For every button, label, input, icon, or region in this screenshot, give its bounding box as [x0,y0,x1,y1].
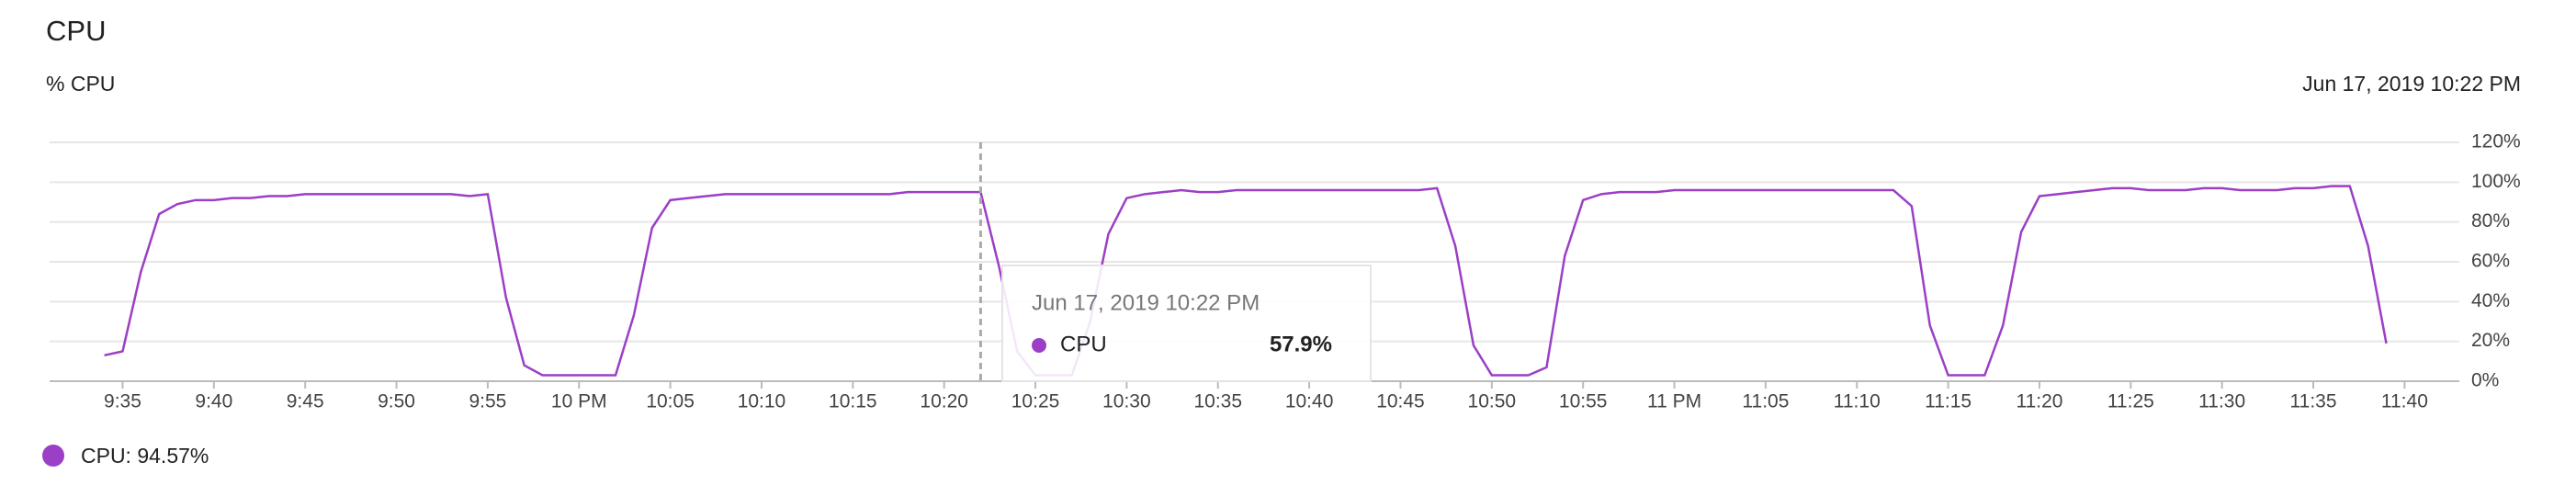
x-tick-label: 10:25 [1011,391,1060,412]
x-tick-label: 10:35 [1193,391,1242,412]
x-tick-label: 11 PM [1647,391,1701,412]
x-tick-label: 10:10 [738,391,786,412]
x-tick-label: 10:55 [1559,391,1608,412]
x-tick-label: 9:50 [378,391,415,412]
x-tick-label: 10 PM [551,391,607,412]
x-tick-label: 10:20 [920,391,968,412]
tooltip [1001,265,1372,382]
x-tick-label: 11:35 [2290,391,2337,412]
y-tick-label: 0% [2471,370,2499,391]
date: Jun 17, 2019 10:22 PM [2302,72,2521,96]
y-tick-label: 20% [2471,330,2510,351]
chart-title: CPU [46,15,106,47]
x-tick-label: 9:40 [195,391,232,412]
tooltip-dot [1032,338,1046,353]
x-tick-label: 10:05 [646,391,695,412]
x-tick-label: 10:15 [829,391,877,412]
x-tick-label: 11:25 [2107,391,2154,412]
y-tick-label: 40% [2471,290,2510,311]
x-tick-label: 11:05 [1742,391,1789,412]
y-tick-label: 100% [2471,171,2521,192]
x-tick-label: 11:40 [2381,391,2428,412]
x-tick-label: 11:10 [1834,391,1881,412]
x-tick-label: 10:40 [1285,391,1334,412]
y-axis-label: % CPU [46,72,115,96]
x-tick-label: 11:30 [2198,391,2245,412]
y-tick-label: 60% [2471,251,2510,272]
legend-dot [42,445,64,467]
x-tick-label: 10:50 [1468,391,1517,412]
y-tick-label: 120% [2471,131,2521,152]
tooltip-title: Jun 17, 2019 10:22 PM [1032,290,1260,315]
x-tick-label: 9:45 [287,391,324,412]
tooltip-value: 57.9% [1270,332,1332,356]
x-tick-label: 10:30 [1102,391,1151,412]
x-tick-label: 11:15 [1925,391,1972,412]
data-line [104,185,2388,377]
x-tick-label: 9:55 [469,391,506,412]
x-tick-label: 11:20 [2016,391,2062,412]
legend-label: CPU: 94.57% [81,444,209,468]
x-tick-label: 10:45 [1376,391,1425,412]
y-tick-label: 80% [2471,210,2510,231]
x-tick-label: 9:35 [104,391,141,412]
tooltip-name: CPU [1060,332,1107,356]
